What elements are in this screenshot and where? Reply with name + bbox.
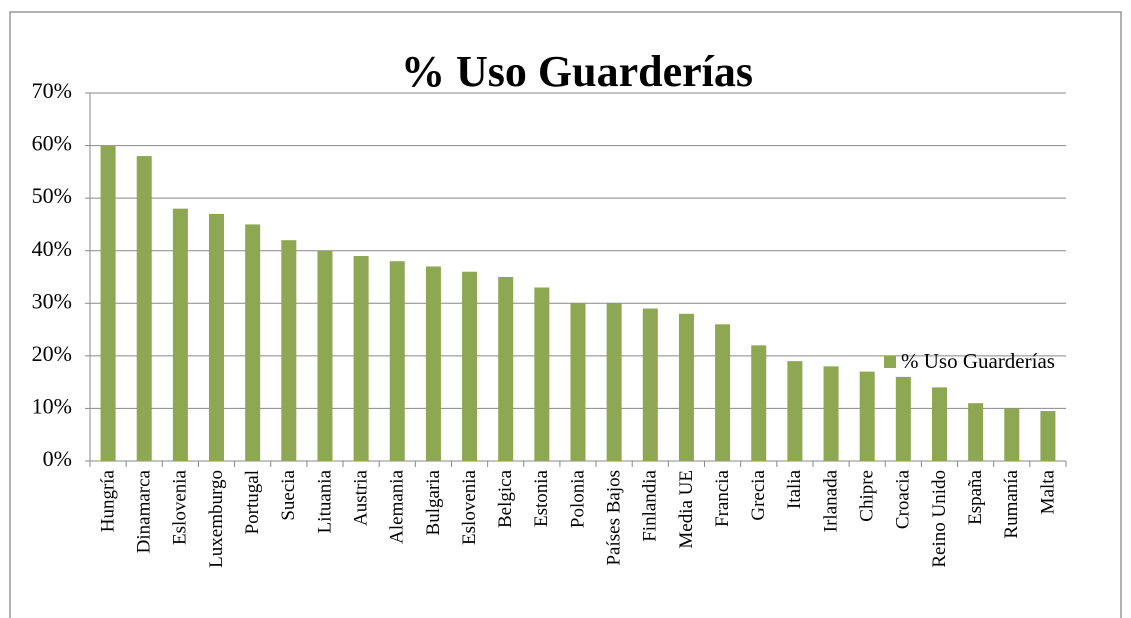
x-tick-label: Portugal — [242, 470, 263, 534]
x-tick-label: Finlandia — [640, 469, 661, 541]
chart-border — [9, 11, 1122, 618]
x-tick-label: Polonia — [567, 469, 588, 528]
x-tick-label: Países Bajos — [604, 470, 625, 566]
x-tick-label: Italia — [784, 469, 805, 509]
x-tick-label: Bulgaria — [423, 469, 444, 535]
x-tick-label: Francia — [712, 469, 733, 527]
bar — [534, 287, 550, 461]
x-tick-label: Austria — [350, 469, 371, 526]
x-tick-label: Eslovenia — [459, 469, 480, 544]
bar — [715, 324, 731, 461]
x-tick-label: Reino Unido — [929, 470, 950, 568]
x-tick-label: Malta — [1037, 469, 1058, 514]
bar — [968, 403, 984, 461]
x-tick-label: Grecia — [748, 469, 769, 520]
bar — [245, 224, 261, 461]
bar — [462, 271, 478, 461]
y-tick-label: 30% — [32, 288, 72, 313]
x-tick-label: Hungría — [97, 469, 118, 532]
x-tick-label: Eslovenia — [170, 469, 191, 544]
bar — [1040, 411, 1056, 461]
legend-label: % Uso Guarderías — [901, 349, 1055, 373]
bar — [642, 308, 658, 461]
bar — [281, 240, 297, 461]
x-tick-label: Croacia — [893, 469, 914, 529]
bar — [136, 156, 152, 462]
bar — [353, 255, 369, 461]
bar — [209, 213, 225, 461]
bar — [425, 266, 441, 461]
bar — [931, 387, 947, 461]
x-tick-label: Chipre — [857, 470, 878, 522]
bar — [895, 376, 911, 461]
y-tick-label: 60% — [32, 131, 72, 156]
legend-swatch — [884, 356, 896, 368]
x-tick-label: Estonia — [531, 469, 552, 527]
bar — [678, 313, 694, 461]
bar — [1004, 408, 1020, 461]
y-tick-label: 10% — [32, 393, 72, 418]
x-tick-label: Lituania — [314, 469, 335, 533]
bar — [172, 208, 188, 461]
bar — [498, 277, 514, 461]
x-tick-label: Dinamarca — [134, 469, 155, 553]
bar — [389, 261, 405, 461]
x-tick-label: España — [965, 469, 986, 524]
y-tick-label: 0% — [43, 446, 72, 471]
bar — [570, 303, 586, 461]
bar — [787, 361, 803, 461]
y-tick-label: 70% — [32, 78, 72, 103]
x-tick-label: Alemania — [387, 469, 408, 543]
bar — [823, 366, 839, 461]
x-tick-label: Rumanía — [1001, 469, 1022, 538]
y-tick-label: 50% — [32, 183, 72, 208]
x-tick-label: Belgica — [495, 469, 516, 528]
chart-title: % Uso Guarderías — [401, 47, 753, 96]
x-tick-label: Luxemburgo — [206, 470, 227, 568]
x-tick-label: Suecia — [278, 469, 299, 520]
y-tick-label: 20% — [32, 341, 72, 366]
bar — [751, 345, 767, 461]
x-tick-label: Irlanada — [820, 469, 841, 532]
x-tick-label: Media UE — [676, 470, 697, 549]
bar — [859, 371, 875, 461]
y-tick-label: 40% — [32, 236, 72, 261]
bar — [606, 303, 622, 461]
bar — [100, 145, 116, 462]
bar — [317, 250, 333, 461]
